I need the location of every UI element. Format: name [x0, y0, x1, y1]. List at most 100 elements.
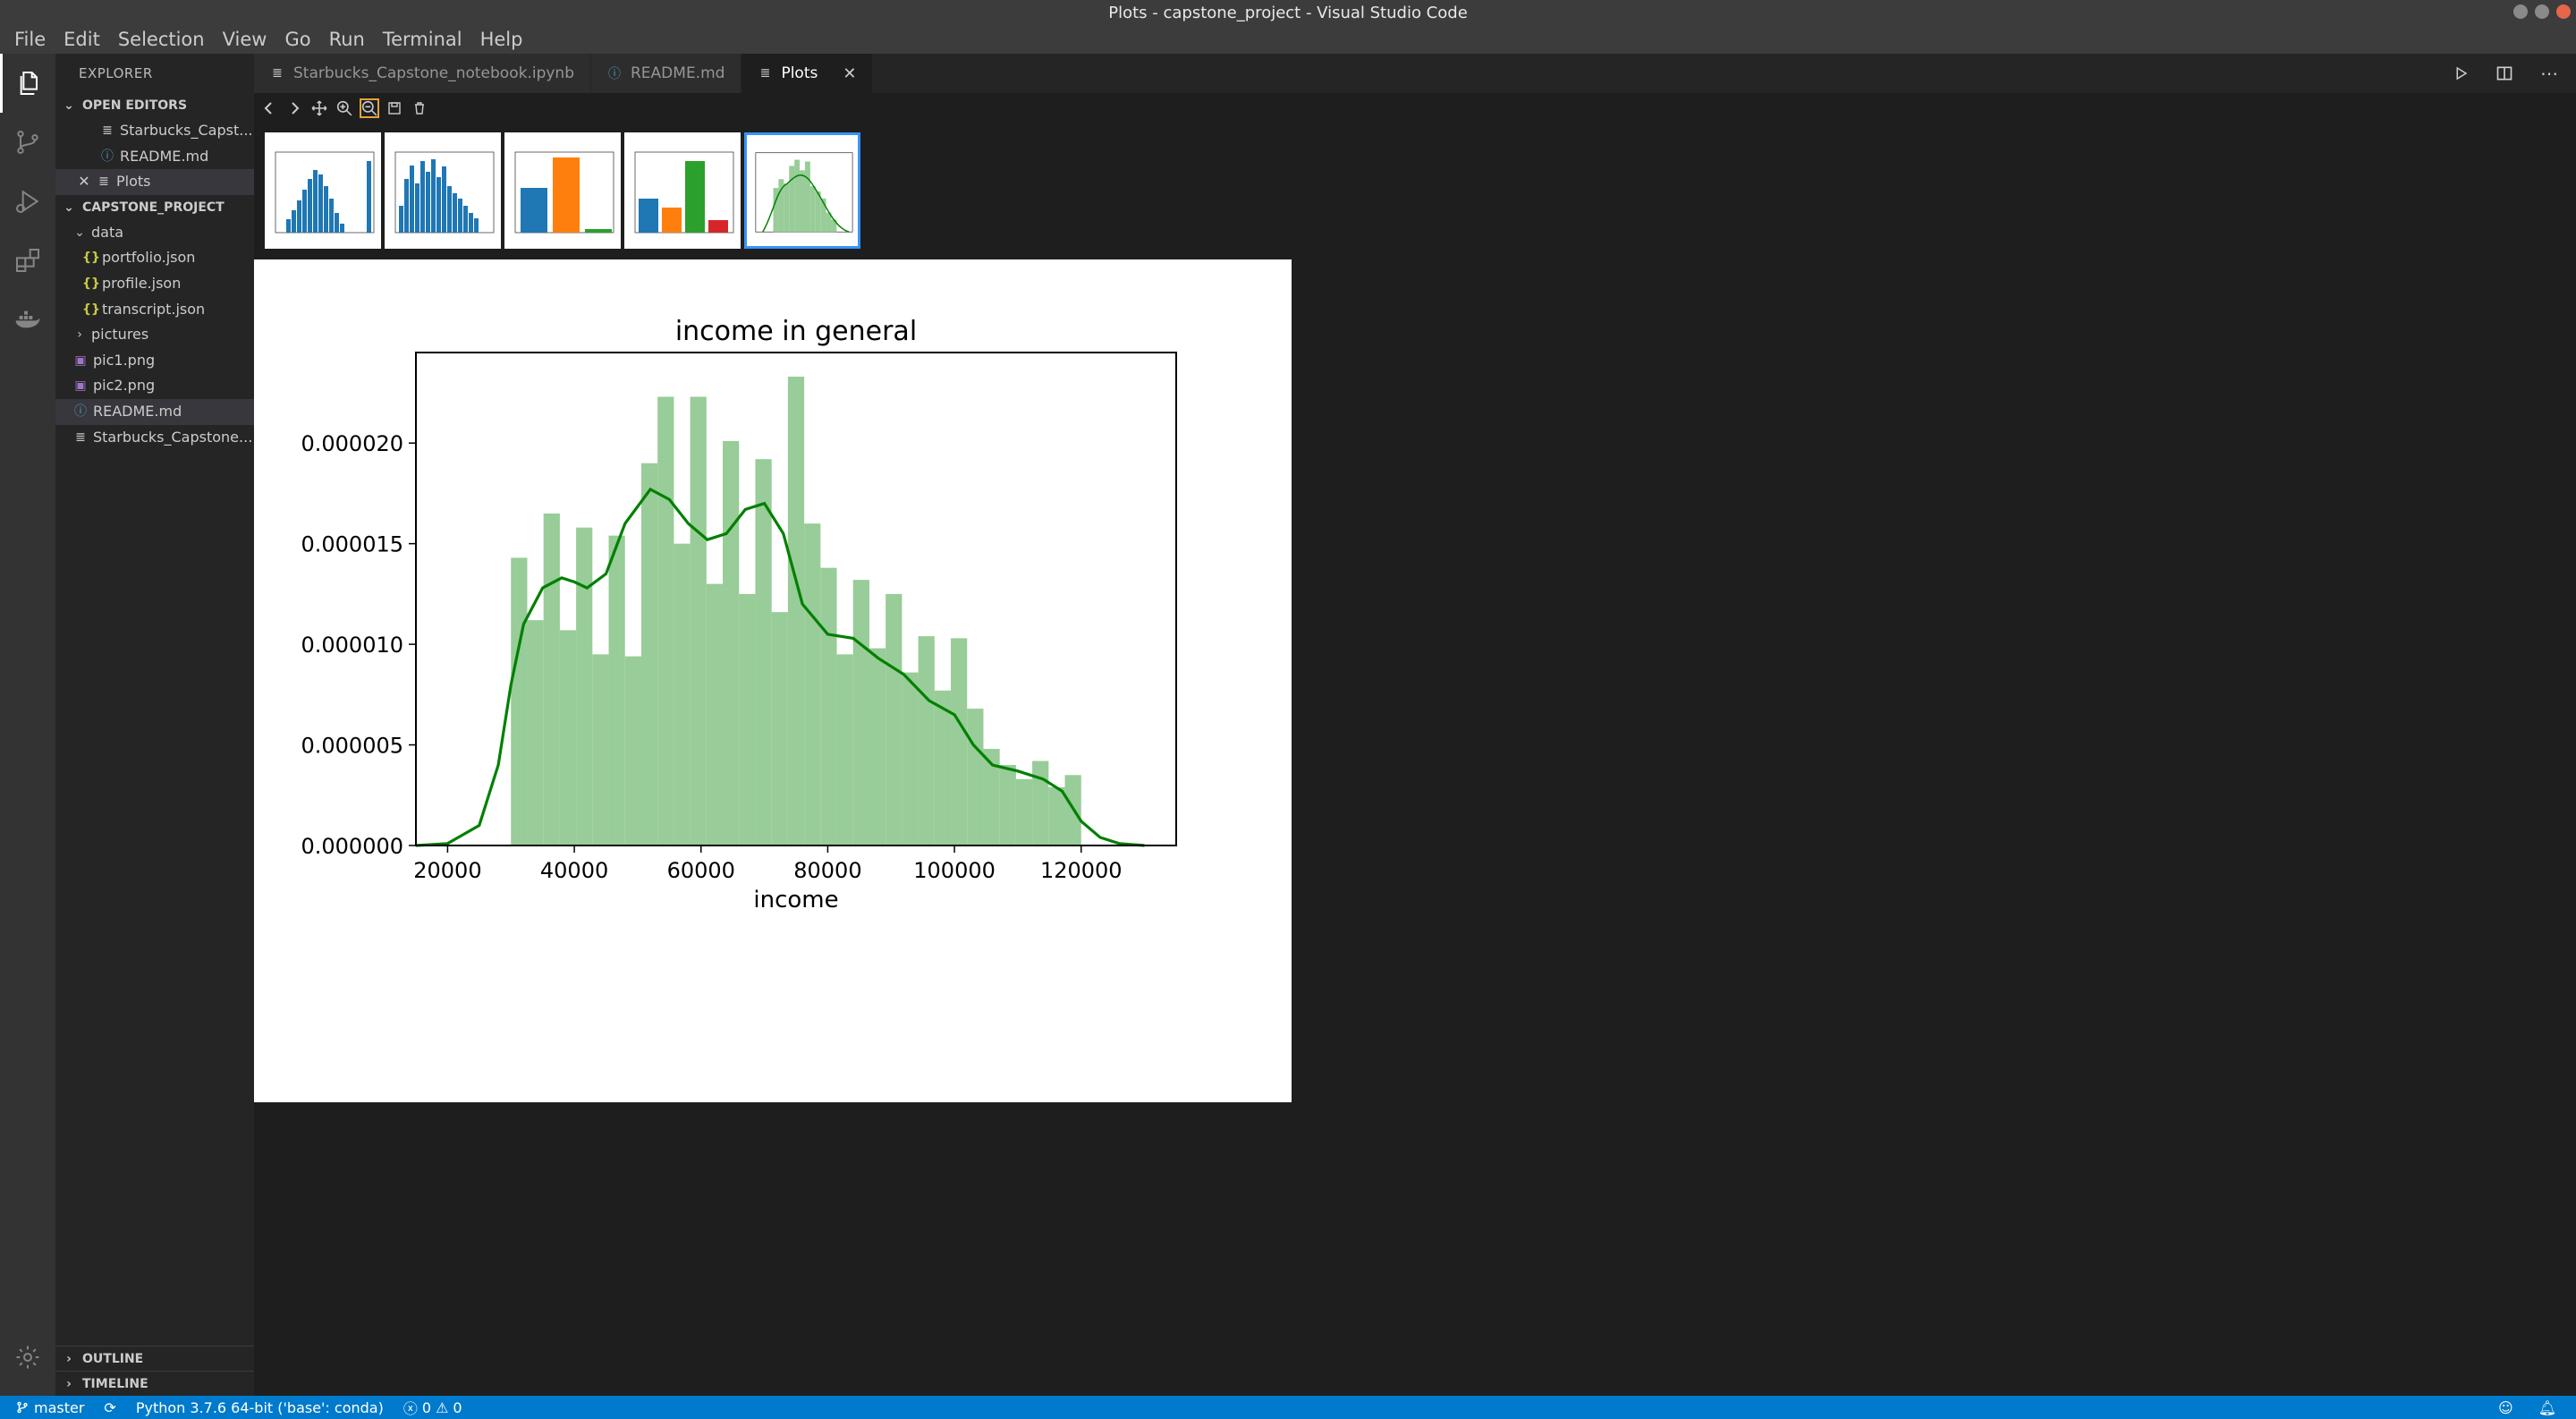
tab-plots[interactable]: ≣ Plots ✕: [741, 54, 874, 93]
chevron-right-icon: ›: [77, 327, 82, 343]
save-icon: [388, 102, 401, 115]
branch-status[interactable]: master: [16, 1399, 84, 1416]
menu-edit[interactable]: Edit: [64, 29, 100, 50]
menu-terminal[interactable]: Terminal: [382, 29, 462, 50]
extensions-activity[interactable]: [0, 231, 55, 290]
file-item[interactable]: {} transcript.json: [55, 297, 254, 323]
editor-actions: ⋯: [2453, 54, 2558, 93]
file-item[interactable]: {} profile.json: [55, 271, 254, 297]
file-label: README.md: [93, 402, 182, 420]
open-editor-item[interactable]: ⓘ README.md: [55, 144, 254, 170]
branch-name: master: [34, 1398, 85, 1416]
close-tab-icon[interactable]: ✕: [843, 64, 857, 83]
tab-label: Starbucks_Capstone_notebook.ipynb: [293, 64, 574, 82]
chevron-down-icon: ⌄: [64, 98, 74, 113]
folder-item-pictures[interactable]: › pictures: [55, 322, 254, 348]
menu-help[interactable]: Help: [479, 29, 523, 50]
next-plot-button[interactable]: [284, 98, 304, 118]
tab-label: Plots: [781, 64, 818, 82]
zoom-out-icon: [361, 100, 377, 116]
file-item[interactable]: ▣ pic1.png: [55, 348, 254, 374]
menu-go[interactable]: Go: [284, 29, 311, 50]
source-control-activity[interactable]: [0, 113, 55, 172]
histogram-bar: [886, 593, 902, 845]
plot-thumbnail[interactable]: [624, 132, 741, 249]
info-file-icon: ⓘ: [101, 149, 114, 164]
project-header[interactable]: ⌄ CAPSTONE_PROJECT: [55, 195, 254, 220]
json-file-icon: {}: [82, 276, 100, 291]
plot-canvas: income in general 20000 40000 60000 80000 10…: [254, 259, 1292, 1102]
explorer-sidebar: EXPLORER ⌄ OPEN EDITORS ≣ Starbucks_Caps…: [55, 54, 254, 1396]
open-editor-item[interactable]: ≣ Starbucks_Capst...: [55, 118, 254, 144]
json-file-icon: {}: [82, 302, 100, 317]
y-axis-ticks: 0.000000 0.000005 0.000010 0.000015 0.000020: [301, 431, 416, 859]
file-label: Starbucks_Capstone...: [93, 428, 253, 446]
menu-run[interactable]: Run: [328, 29, 365, 50]
histogram-bar: [657, 396, 674, 845]
folder-item-data[interactable]: ⌄ data: [55, 220, 254, 246]
problems-status[interactable]: ⓧ 0 ⚠ 0: [403, 1397, 462, 1418]
sync-icon[interactable]: ⟳: [104, 1398, 116, 1416]
histogram-bar: [1048, 786, 1065, 845]
y-tick-label: 0.000000: [301, 834, 403, 859]
tab-readme[interactable]: ⓘ README.md: [591, 54, 742, 93]
manage-activity[interactable]: [0, 1328, 55, 1387]
menu-selection[interactable]: Selection: [117, 29, 205, 50]
run-debug-activity[interactable]: [0, 172, 55, 231]
bell-icon[interactable]: 🔔︎: [2538, 1398, 2556, 1416]
git-branch-icon: [17, 1401, 28, 1414]
plot-thumbnail[interactable]: [385, 132, 501, 249]
tab-notebook[interactable]: ≣ Starbucks_Capstone_notebook.ipynb: [254, 54, 591, 93]
plot-thumbnails: [265, 132, 860, 252]
folder-label: pictures: [91, 326, 149, 344]
explorer-activity[interactable]: [0, 54, 55, 113]
histogram-bar: [967, 709, 984, 845]
menu-file[interactable]: File: [14, 29, 47, 50]
window-title: Plots - capstone_project - Visual Studio…: [1108, 3, 1468, 22]
feedback-icon[interactable]: ☺: [2498, 1398, 2513, 1416]
pan-button[interactable]: [309, 98, 329, 118]
previous-plot-button[interactable]: [259, 98, 279, 118]
docker-activity[interactable]: [0, 290, 55, 349]
maximize-button[interactable]: [2535, 4, 2549, 19]
json-file-icon: {}: [82, 251, 100, 266]
more-actions-icon[interactable]: ⋯: [2540, 63, 2558, 84]
zoom-in-button[interactable]: [335, 98, 354, 118]
image-file-icon: ▣: [74, 378, 87, 394]
outline-header[interactable]: › OUTLINE: [55, 1346, 254, 1371]
file-item[interactable]: ▣ pic2.png: [55, 373, 254, 399]
window-controls: [2513, 4, 2571, 19]
timeline-header[interactable]: › TIMELINE: [55, 1371, 254, 1396]
histogram-bar: [869, 648, 886, 845]
plot-thumbnail[interactable]: [504, 132, 621, 249]
plots-file-icon: ≣: [98, 174, 109, 190]
histogram-bar: [951, 638, 968, 845]
file-item-selected[interactable]: ⓘ README.md: [55, 398, 254, 425]
notebook-file-icon: ≣: [102, 123, 113, 138]
close-icon[interactable]: ✕: [78, 173, 90, 191]
open-editors-header[interactable]: ⌄ OPEN EDITORS: [55, 93, 254, 118]
save-plot-button[interactable]: [385, 98, 404, 118]
plot-thumbnail-selected[interactable]: [744, 132, 860, 249]
split-editor-icon[interactable]: [2496, 64, 2513, 82]
close-window-button[interactable]: [2556, 4, 2571, 19]
plot-thumbnail[interactable]: [265, 132, 381, 249]
histogram-bar: [755, 459, 772, 845]
minimize-button[interactable]: [2513, 4, 2528, 19]
python-interpreter[interactable]: Python 3.7.6 64-bit ('base': conda): [135, 1398, 384, 1416]
delete-plot-button[interactable]: [410, 98, 429, 118]
plot-frame: [415, 352, 1177, 846]
histogram-bar: [527, 620, 544, 845]
file-item[interactable]: ≣ Starbucks_Capstone...: [55, 425, 254, 451]
info-file-icon: ⓘ: [608, 67, 621, 81]
file-item[interactable]: {} portfolio.json: [55, 245, 254, 271]
histogram-bar: [918, 636, 935, 845]
menu-view[interactable]: View: [222, 29, 267, 50]
status-bar: master ⟳ Python 3.7.6 64-bit ('base': co…: [0, 1396, 2576, 1419]
project-label: CAPSTONE_PROJECT: [82, 200, 225, 215]
income-histogram-chart: income in general 20000 40000 60000 80000 10…: [301, 316, 1177, 913]
run-icon[interactable]: [2453, 65, 2469, 81]
histogram-bar: [592, 654, 609, 845]
zoom-out-button[interactable]: [360, 98, 379, 118]
open-editor-item-active[interactable]: ✕ ≣ Plots: [55, 169, 254, 195]
